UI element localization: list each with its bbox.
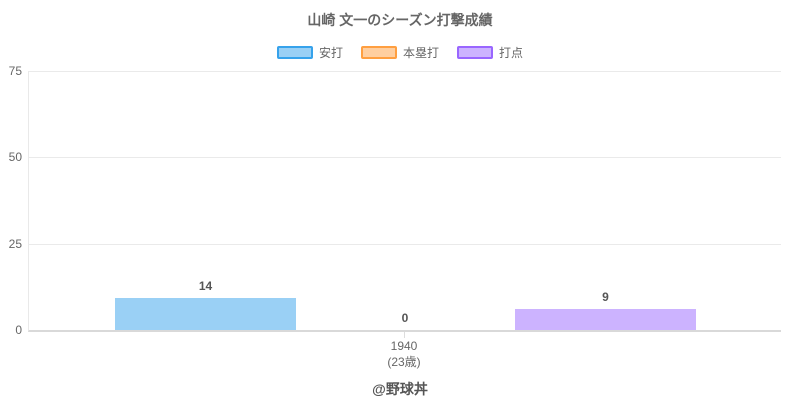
bar-value-label-hits: 14 [198, 279, 213, 294]
attribution-text: @野球丼 [372, 381, 428, 397]
y-axis-tick-75: 75 [8, 64, 22, 78]
plot-area: 14 0 9 [28, 71, 781, 338]
y-axis-tick-0: 0 [15, 323, 22, 337]
bar-value-label-rbi: 9 [602, 290, 609, 305]
hits-legend-label: 安打 [318, 46, 343, 60]
y-axis-tick-50: 50 [8, 150, 22, 164]
bar-hits[interactable] [115, 298, 296, 330]
bar-value-label-homeruns: 0 [401, 311, 409, 325]
hits-legend-swatch [276, 46, 313, 59]
gridline-25 [29, 244, 781, 245]
legend-item-rbi[interactable]: 打点 [457, 44, 523, 61]
homeruns-legend-label: 本塁打 [402, 46, 439, 60]
legend-item-hits[interactable]: 安打 [276, 44, 343, 61]
rbi-legend-label: 打点 [499, 46, 524, 60]
x-axis-category-label: 1940 (23歳) [304, 338, 504, 370]
x-axis-tick-mark [404, 332, 405, 338]
homeruns-legend-swatch [360, 46, 397, 59]
rbi-legend-swatch [457, 46, 493, 59]
x-axis-label-year: 1940 [390, 339, 418, 353]
chart-title: 山崎 文一のシーズン打撃成績 [307, 12, 493, 28]
x-axis-label-age: (23歳) [387, 355, 421, 369]
bar-rbi[interactable] [515, 309, 696, 330]
legend-item-homeruns[interactable]: 本塁打 [360, 44, 439, 61]
gridline-75 [29, 71, 781, 72]
legend: 安打 本塁打 打点 [0, 44, 800, 61]
gridline-50 [29, 157, 781, 158]
y-axis-tick-25: 25 [8, 237, 22, 251]
